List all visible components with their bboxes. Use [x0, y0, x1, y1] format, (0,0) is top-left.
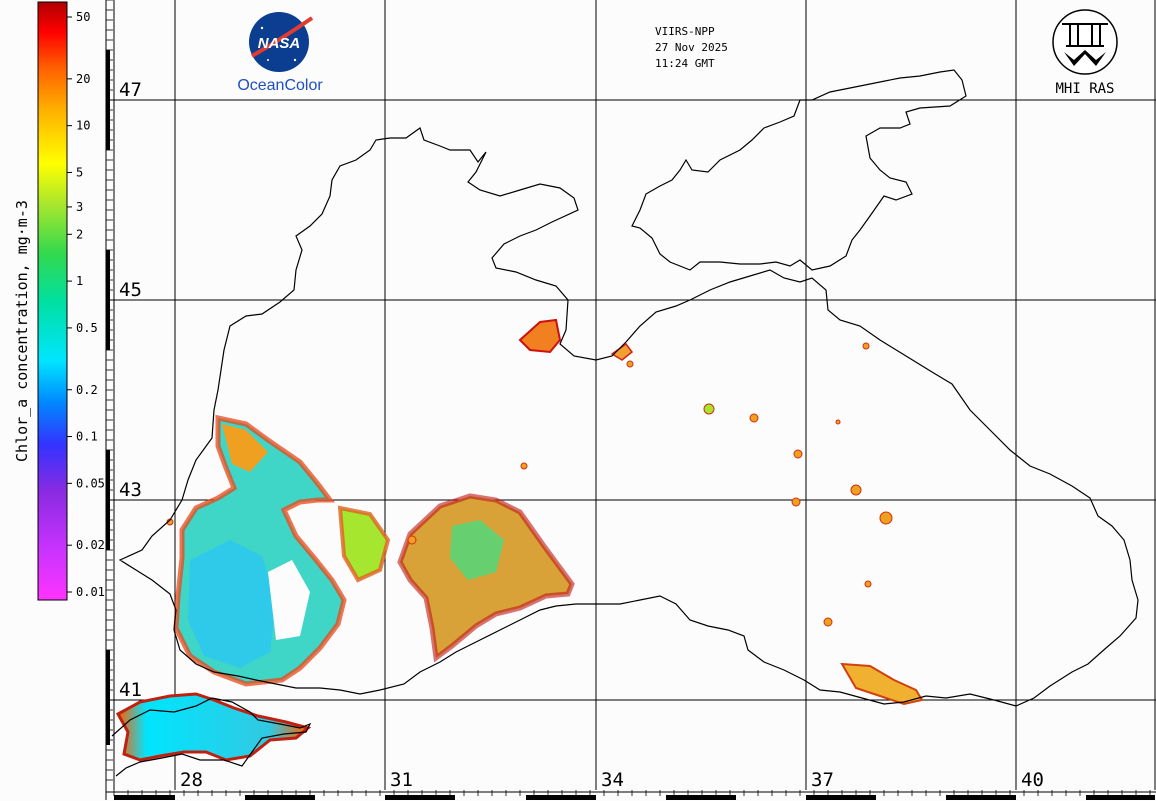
chlor-patch-central-green [450, 520, 504, 580]
colorbar-tick-label: 0.01 [76, 585, 105, 599]
colorbar-tick-label: 50 [76, 10, 90, 24]
colorbar [37, 1, 68, 601]
pass-time: 11:24 GMT [655, 57, 715, 70]
lon-label-40: 40 [1021, 769, 1044, 791]
colorbar-tick-label: 2 [76, 227, 83, 241]
scale-segment [106, 700, 110, 745]
colorbar-tick-label: 0.1 [76, 430, 98, 444]
colorbar-ticks: 50 20 10 5 3 2 1 0.5 0.2 0.1 0.05 0.02 0.01 [67, 10, 105, 599]
colorbar-tick-label: 0.02 [76, 538, 105, 552]
chlor-patch-central-west [337, 505, 391, 583]
colorbar-tick-label: 0.2 [76, 383, 98, 397]
scale-segment [806, 795, 876, 800]
lon-label-31: 31 [390, 769, 413, 791]
chlor-patch-coast-bloom [222, 424, 268, 472]
scale-segment [245, 795, 315, 800]
colorbar-tick-label: 20 [76, 72, 90, 86]
colorbar-tick-label: 3 [76, 200, 83, 214]
lon-label-37: 37 [811, 769, 834, 791]
scale-segment [106, 450, 110, 500]
colorbar-tick-label: 10 [76, 119, 90, 133]
scale-segment [1086, 795, 1155, 800]
mhi-emblem [1052, 9, 1118, 75]
chlor-patch-south-coast [840, 662, 924, 706]
lat-lon-grid [106, 0, 1156, 790]
nasa-wordmark: NASA [258, 35, 301, 52]
chlor-patch-western-shelf-cyan [188, 540, 276, 668]
scale-segment [106, 250, 110, 300]
colorbar-tick-label: 5 [76, 165, 83, 179]
lon-label-28: 28 [180, 769, 203, 791]
lat-label-41: 41 [119, 679, 142, 701]
scale-segment [526, 795, 596, 800]
satellite-name: VIIRS-NPP [655, 25, 715, 38]
scale-segment [946, 795, 1016, 800]
lat-label-43: 43 [119, 479, 142, 501]
colorbar-tick-label: 0.5 [76, 321, 98, 335]
scale-segment [114, 795, 175, 800]
scale-segment [106, 500, 110, 550]
scale-segment [106, 50, 110, 100]
oceancolor-label: OceanColor [237, 77, 323, 94]
scale-segment [106, 300, 110, 350]
lat-label-47: 47 [119, 79, 142, 101]
coastline [111, 69, 1139, 777]
scale-segment [106, 650, 110, 700]
colorbar-title: Chlor_a concentration, mg·m-3 [13, 200, 31, 462]
scale-segment [385, 795, 455, 800]
mhi-label: MHI RAS [1055, 81, 1114, 97]
colorbar-tick-label: 0.05 [76, 476, 105, 490]
scale-segment [106, 100, 110, 150]
chlor-patch-western-shelf-gap [268, 560, 310, 640]
pass-date: 27 Nov 2025 [655, 41, 728, 54]
scale-segment [666, 795, 736, 800]
nasa-logo: NASA OceanColor [237, 12, 323, 94]
nasa-swoosh [251, 16, 314, 58]
lat-label-45: 45 [119, 279, 142, 301]
lon-label-34: 34 [601, 769, 624, 791]
colorbar-tick-label: 1 [76, 274, 83, 288]
left-axis-scale [106, 0, 113, 781]
chlorophyll-data-layer [115, 318, 924, 762]
chlor-patch-marmara [115, 692, 312, 762]
bottom-axis-scale [106, 790, 1156, 800]
chlor-patch-central [397, 493, 575, 663]
mhi-logo: MHI RAS [1052, 9, 1118, 97]
chlor-patch-crimea [518, 318, 562, 354]
